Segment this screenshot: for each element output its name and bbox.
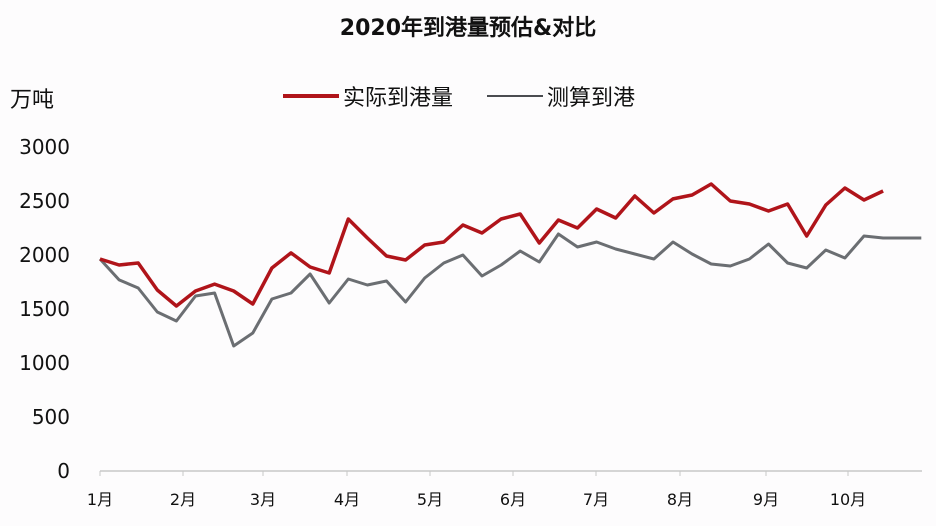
x-tick-label: 9月 [753,490,779,509]
legend-label-estimate: 测算到港 [547,86,636,111]
legend: 实际到港量 测算到港 [283,80,669,112]
y-tick-label: 1000 [19,351,70,375]
y-tick-label: 500 [32,405,70,429]
y-axis-unit-label: 万吨 [10,88,55,113]
y-tick-label: 2500 [19,189,70,213]
x-tick-label: 1月 [87,490,113,509]
x-tick-label: 6月 [500,490,526,509]
legend-swatch-estimate [487,95,544,97]
y-tick-label: 2000 [19,243,70,267]
legend-swatch-actual [283,94,339,98]
y-tick-label: 1500 [19,297,70,321]
series-line-estimate [98,232,922,348]
x-tick-label: 4月 [334,490,360,509]
x-tick-label: 3月 [250,490,276,509]
chart-title: 2020年到港量预估&对比 [339,16,597,41]
y-axis: 0 500 1000 1500 2000 2500 3000 [19,135,70,483]
x-axis: 1月 2月 3月 4月 5月 6月 7月 8月 9月 10月 [87,471,866,509]
series-line-actual [99,182,884,308]
x-tick-label: 8月 [667,490,693,509]
x-tick-label: 2月 [170,490,196,509]
y-tick-label: 3000 [19,135,70,159]
x-tick-label: 5月 [417,490,443,509]
x-tick-label: 10月 [830,490,866,509]
legend-item-actual: 实际到港量 [283,80,453,112]
legend-item-estimate: 测算到港 [487,80,635,112]
y-tick-label: 0 [57,459,70,483]
x-tick-label: 7月 [583,490,609,509]
legend-label-actual: 实际到港量 [343,86,454,111]
